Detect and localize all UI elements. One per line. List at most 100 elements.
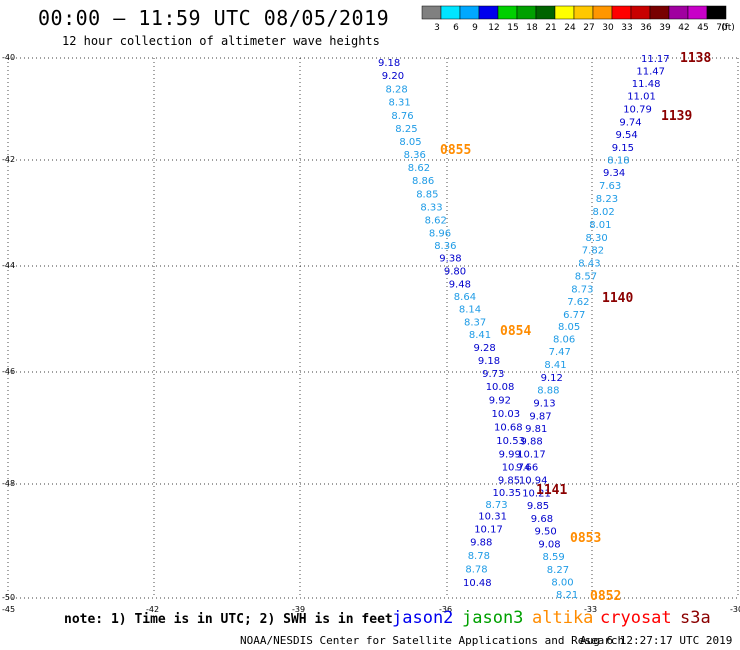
track-west: 9.18 9.20 8.28 8.31 8.76 8.25 8.05 8.36 8.62 8.86… [378, 58, 530, 589]
swh-value: 8.59 [543, 552, 565, 563]
scale-swatch [516, 5, 537, 20]
scale-label: 39 [659, 23, 671, 33]
swh-value: 9.15 [612, 143, 634, 154]
swh-value: 9.38 [439, 254, 461, 265]
swh-value: 7.82 [582, 246, 604, 257]
scale-label: 15 [507, 23, 518, 33]
swh-value: 8.76 [391, 111, 413, 122]
swh-value: 9.08 [538, 540, 560, 551]
swh-value: 9.12 [541, 373, 563, 384]
swh-value: 9.88 [521, 437, 543, 448]
scale-swatch [649, 5, 670, 20]
swh-value: 10.21 [522, 489, 551, 500]
swh-value: 7.63 [599, 181, 621, 192]
scale-swatch [497, 5, 518, 20]
scale-swatch [478, 5, 499, 20]
swh-value: 8.23 [596, 194, 618, 205]
scale-swatch [440, 5, 461, 20]
swh-value: 8.05 [399, 137, 421, 148]
lon-label: -33 [584, 605, 597, 614]
swh-value: 8.27 [547, 565, 569, 576]
scale-swatch [592, 5, 613, 20]
swh-value: 8.28 [386, 84, 408, 95]
axis-tick-labels: -40 -42 -44 -46 -48 -50 -45 -42 -39 -36 -33 -30 [2, 53, 740, 614]
lon-label: -30 [730, 605, 740, 614]
swh-value: 9.85 [498, 476, 520, 487]
swh-value: 8.36 [404, 150, 426, 161]
swh-value: 10.17 [474, 525, 503, 536]
lat-label: -40 [2, 53, 15, 62]
swh-value: 8.25 [395, 124, 417, 135]
map-title: 00:00 – 11:59 UTC 08/05/2019 [38, 6, 390, 30]
lat-label: -46 [2, 367, 15, 376]
satellite-cryosat: cryosat [600, 608, 672, 628]
swh-value: 8.37 [464, 317, 486, 328]
swh-value: 9.48 [449, 279, 471, 290]
swh-value: 8.21 [556, 590, 578, 601]
swh-value: 10.68 [494, 422, 523, 433]
lat-lon-grid [7, 57, 739, 599]
swh-value: 11.01 [627, 92, 656, 103]
scale-swatch [687, 5, 708, 20]
scale-swatch [630, 5, 651, 20]
swh-value: 9.73 [482, 369, 504, 380]
swh-value: 9.81 [525, 424, 547, 435]
swh-value: 10.35 [493, 488, 522, 499]
scale-swatch [611, 5, 632, 20]
swh-value: 9.99 [499, 449, 521, 460]
scale-label: (ft) [721, 23, 735, 33]
scale-swatch [706, 5, 727, 20]
swh-value: 10.31 [478, 512, 507, 523]
swh-value: 11.47 [636, 67, 665, 78]
swh-value: 8.85 [416, 189, 438, 200]
scale-swatch [459, 5, 480, 20]
lon-label: -45 [2, 605, 15, 614]
swh-value: 11.17 [641, 54, 670, 65]
lat-label: -50 [2, 593, 15, 602]
swh-value: 10.74 [502, 463, 531, 474]
scale-label: 6 [453, 23, 459, 33]
swh-value: 8.57 [575, 271, 597, 282]
swh-value: 9.85 [527, 501, 549, 512]
swh-value: 8.73 [571, 284, 593, 295]
swh-value: 7.62 [567, 297, 589, 308]
swh-value: 9.18 [378, 58, 400, 69]
scale-label: 21 [545, 23, 556, 33]
pass-time-label: 1140 [602, 291, 633, 306]
scale-label: 18 [526, 23, 538, 33]
pass-time-label: 0853 [570, 531, 601, 546]
swh-value: 8.05 [558, 322, 580, 333]
swh-value: 9.74 [619, 117, 641, 128]
lon-label: -39 [292, 605, 305, 614]
swh-value: 8.30 [586, 233, 608, 244]
swh-value: 9.66 [516, 463, 538, 474]
swh-value: 10.79 [623, 105, 652, 116]
swh-value: 8.18 [607, 156, 629, 167]
scale-label: 9 [472, 23, 478, 33]
swh-value: 10.17 [517, 450, 546, 461]
scale-label: 30 [602, 23, 614, 33]
swh-value: 8.78 [468, 551, 490, 562]
swh-value: 10.03 [492, 409, 521, 420]
credit-text: NOAA/NESDIS Center for Satellite Applica… [240, 634, 625, 647]
generated-timestamp: Aug 6 12:27:17 UTC 2019 [580, 634, 733, 647]
swh-value: 9.34 [603, 168, 625, 179]
swh-value: 8.88 [537, 386, 559, 397]
swh-value: 10.53 [496, 436, 525, 447]
footer-note: note: 1) Time is in UTC; 2) SWH is in fe… [64, 612, 393, 627]
lat-label: -48 [2, 479, 15, 488]
swh-value: 8.02 [593, 207, 615, 218]
swh-value: 8.06 [553, 335, 575, 346]
lat-label: -44 [2, 261, 15, 270]
swh-value: 8.96 [429, 228, 451, 239]
color-scale-legend: 3 6 9 12 15 18 21 24 27 30 33 36 39 42 45 70(ft) [421, 5, 735, 33]
pass-time-label: 0855 [440, 143, 471, 158]
swh-value: 10.94 [519, 476, 548, 487]
swh-value: 8.73 [485, 500, 507, 511]
lon-label: -36 [439, 605, 452, 614]
scale-swatch [535, 5, 556, 20]
pass-time-label: 0852 [590, 589, 621, 604]
scale-label: 3 [434, 23, 440, 33]
